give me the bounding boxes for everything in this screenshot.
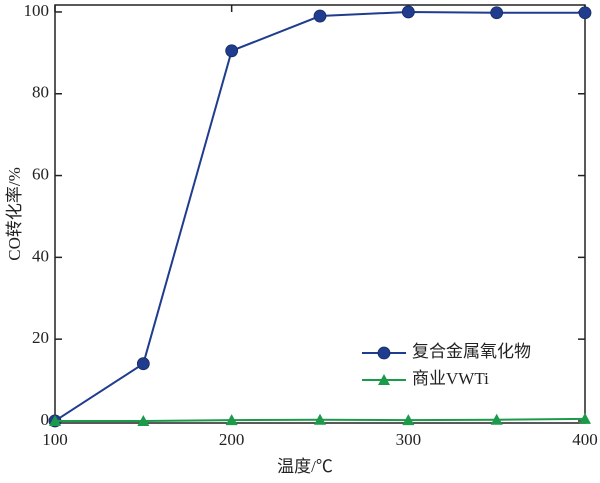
x-tick-label: 100 — [42, 430, 68, 449]
y-axis-label: CO转化率/% — [5, 167, 24, 261]
y-tick-label: 40 — [32, 246, 49, 265]
point — [314, 413, 326, 425]
y-tick-label: 100 — [24, 1, 50, 20]
point — [401, 5, 415, 19]
legend-label: 复合金属氧化物 — [412, 342, 531, 361]
x-tick-label: 200 — [219, 430, 245, 449]
point — [136, 357, 150, 371]
point — [579, 412, 591, 424]
y-tick-label: 80 — [32, 83, 49, 102]
point — [49, 414, 61, 426]
point — [578, 6, 592, 20]
y-tick-label: 0 — [41, 410, 50, 429]
point — [490, 413, 503, 425]
x-tick-label: 400 — [572, 430, 598, 449]
point — [137, 414, 150, 426]
point — [313, 9, 327, 23]
y-tick-label: 20 — [32, 328, 49, 347]
point — [225, 44, 239, 58]
legend-marker — [377, 346, 391, 360]
point — [490, 6, 504, 20]
x-axis-label: 温度/℃ — [277, 457, 333, 476]
point — [402, 414, 415, 426]
legend-marker — [378, 374, 390, 385]
x-tick-label: 300 — [396, 430, 422, 449]
y-tick-label: 60 — [32, 164, 49, 183]
legend-label: 商业VWTi — [412, 369, 489, 388]
point — [225, 414, 238, 426]
